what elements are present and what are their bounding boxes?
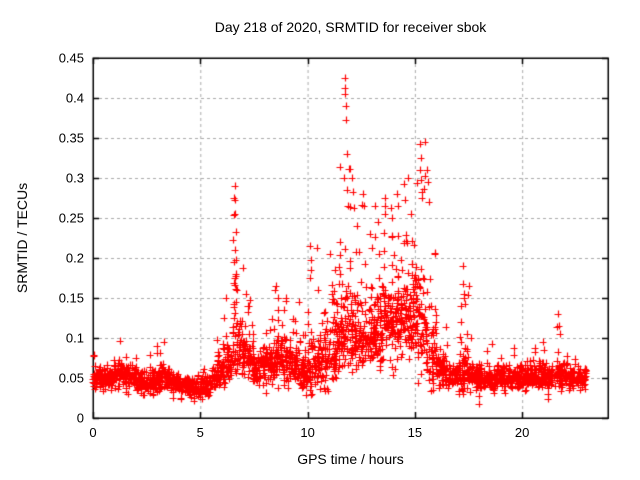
chart-title: Day 218 of 2020, SRMTID for receiver sbo… bbox=[214, 19, 487, 35]
x-tick-label: 10 bbox=[300, 425, 315, 440]
y-tick-label: 0.25 bbox=[58, 210, 84, 226]
x-axis-label: GPS time / hours bbox=[297, 451, 404, 467]
y-tick-label: 0.35 bbox=[58, 130, 84, 146]
y-tick-label: 0.1 bbox=[65, 330, 84, 346]
x-tick-label: 0 bbox=[89, 425, 97, 440]
y-tick-label: 0 bbox=[76, 410, 84, 426]
y-tick-label: 0.4 bbox=[65, 90, 84, 106]
y-tick-label: 0.15 bbox=[58, 290, 84, 306]
x-tick-label: 20 bbox=[514, 425, 530, 440]
y-axis-label: SRMTID / TECUs bbox=[14, 182, 30, 294]
x-tick-label: 15 bbox=[407, 425, 423, 440]
y-tick-label: 0.45 bbox=[58, 50, 84, 66]
y-tick-label: 0.2 bbox=[65, 250, 84, 266]
x-tick-label: 5 bbox=[196, 425, 204, 440]
y-tick-label: 0.05 bbox=[58, 370, 84, 386]
y-tick-label: 0.3 bbox=[65, 170, 84, 186]
